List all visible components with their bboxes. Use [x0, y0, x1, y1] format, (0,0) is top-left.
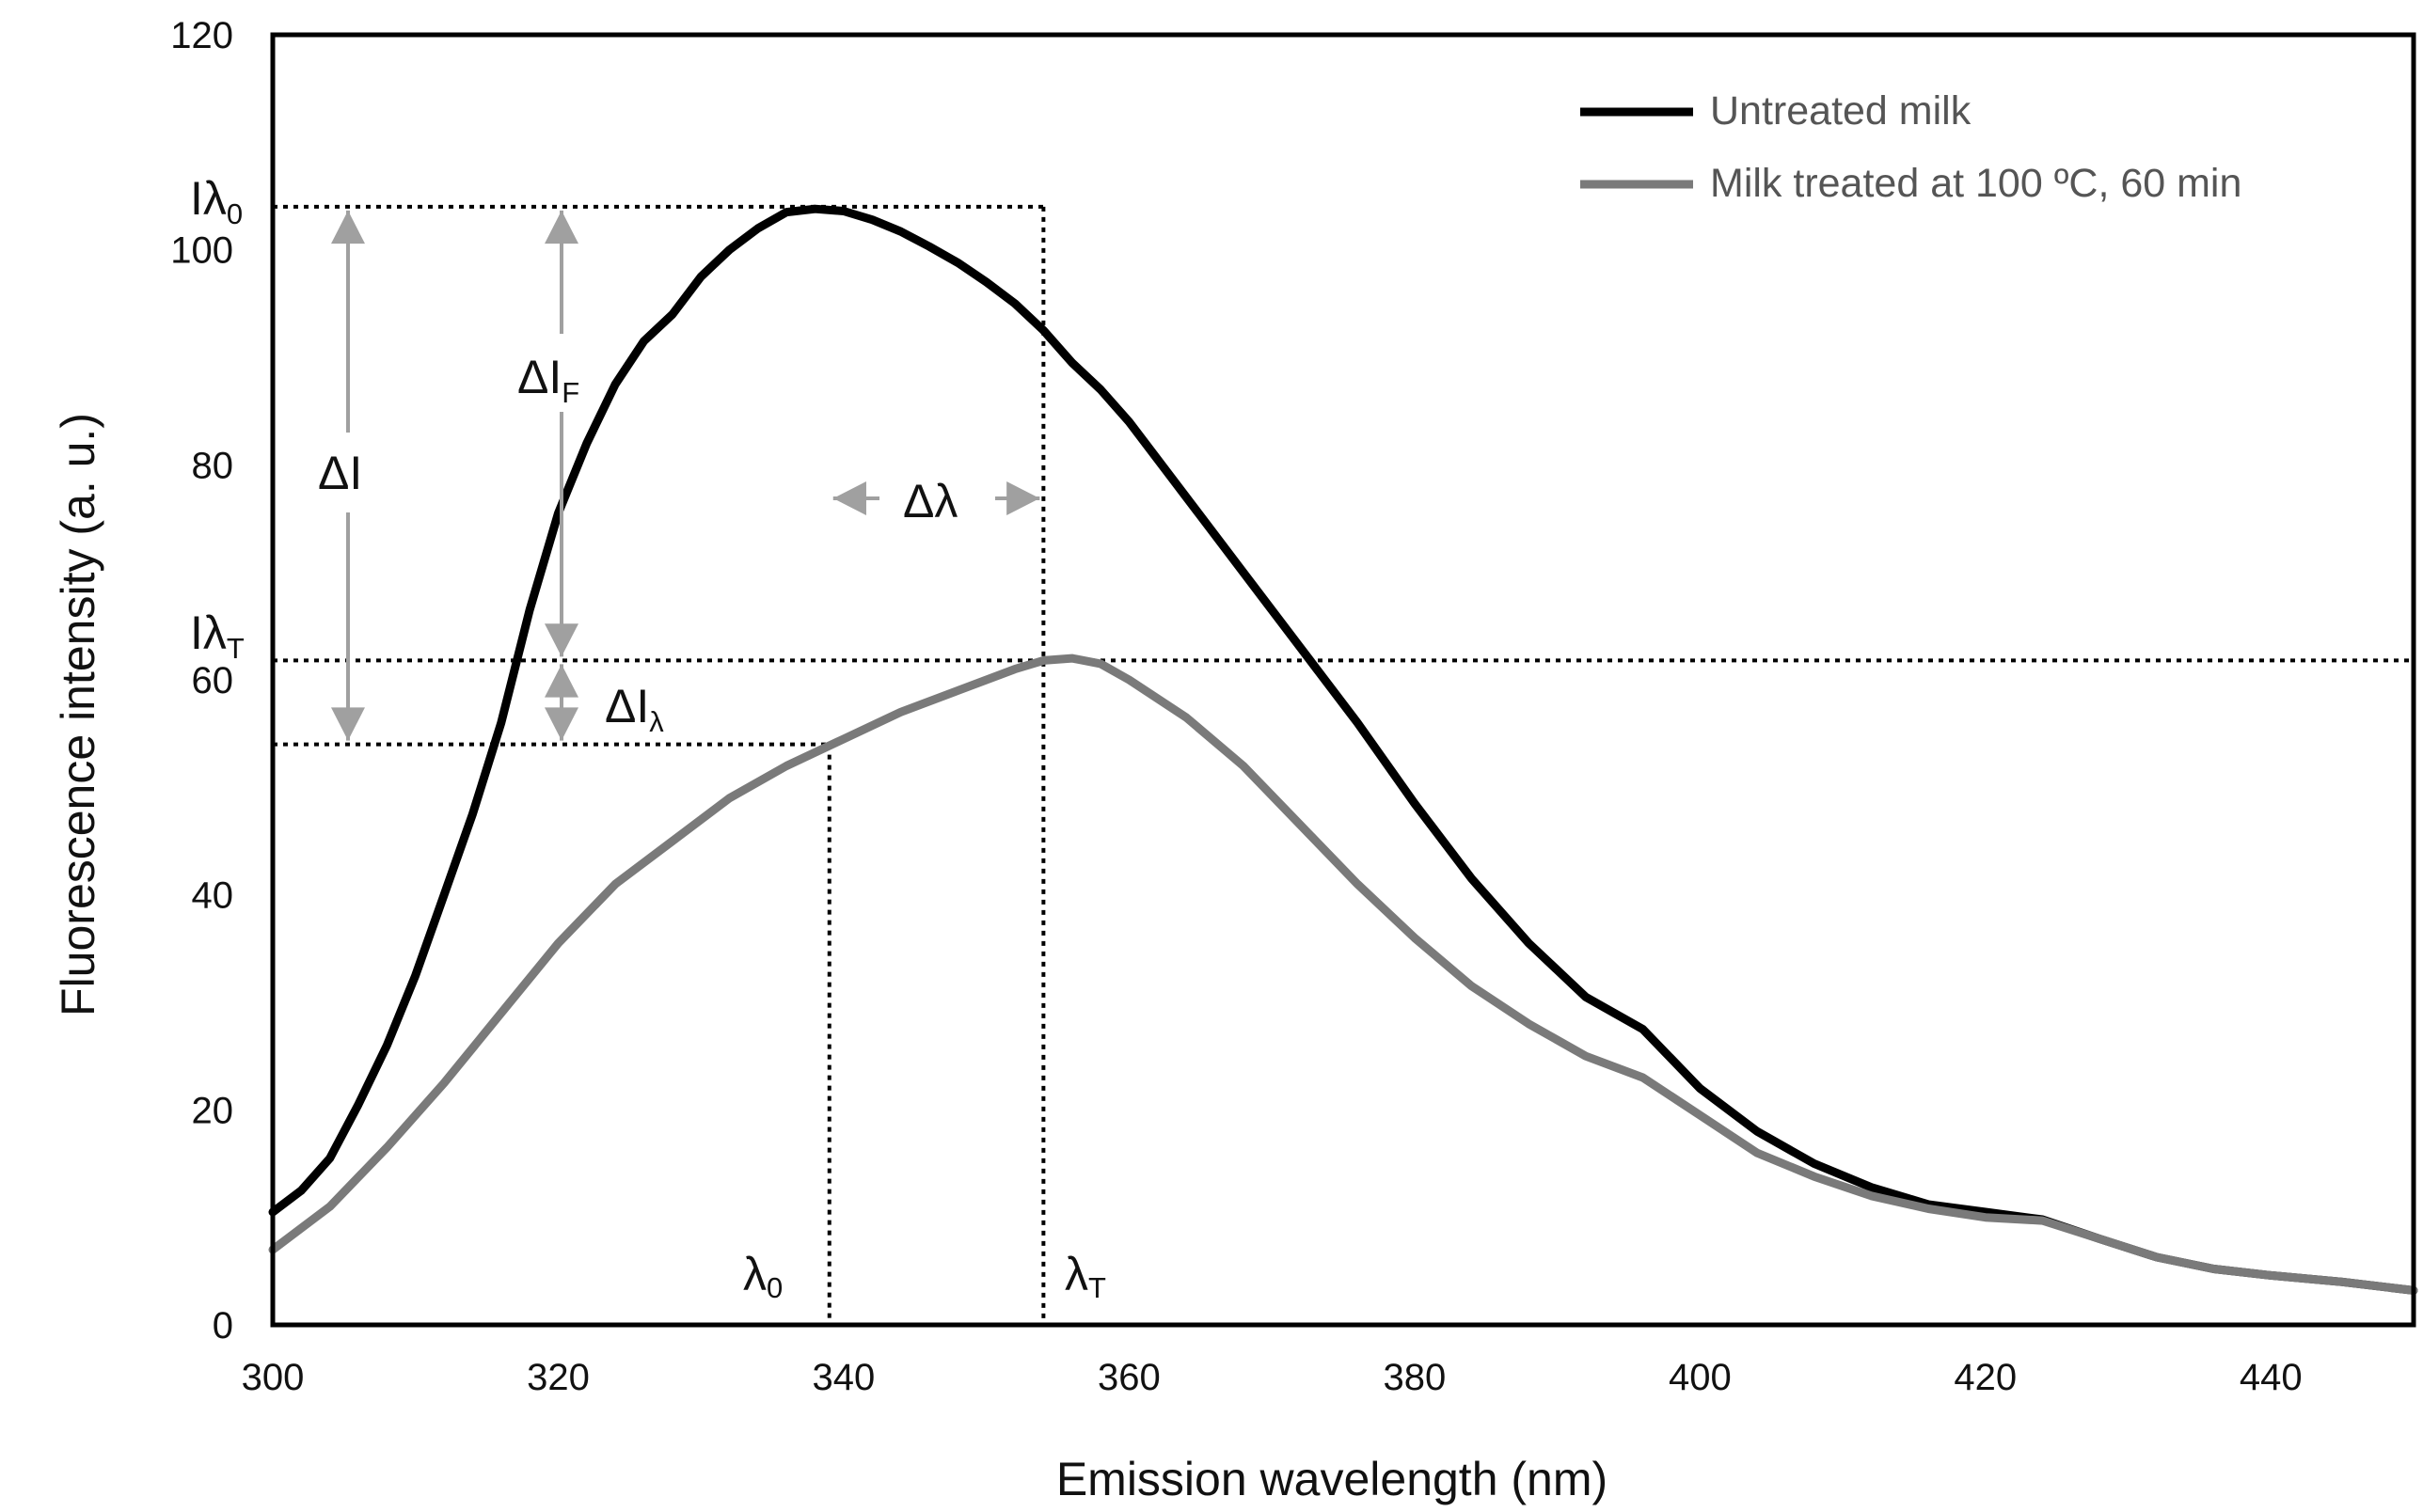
legend-label-treated-milk: Milk treated at 100 ºC, 60 min: [1710, 161, 2241, 206]
label-delta-i: ΔI: [318, 447, 362, 499]
annotation-labels: Iλ0 IλT ΔI ΔIF ΔIλ Δλ λ0 λT: [190, 172, 1106, 1304]
y-tick-label: 60: [192, 660, 234, 701]
label-delta-if: ΔIF: [517, 351, 579, 409]
x-tick-label: 300: [242, 1357, 305, 1398]
y-tick-label: 40: [192, 875, 234, 917]
arrow-delta-i: [331, 210, 365, 741]
series-line-treated-milk: [268, 654, 2418, 1295]
x-tick-label: 440: [2240, 1357, 2303, 1398]
legend-label-untreated-milk: Untreated milk: [1710, 88, 1972, 134]
x-tick-label: 380: [1383, 1357, 1446, 1398]
arrow-delta-ilambda: [545, 664, 578, 741]
label-delta-lambda: Δλ: [903, 475, 958, 528]
x-tick-label: 360: [1098, 1357, 1161, 1398]
arrow-delta-lambda: [832, 481, 1040, 515]
label-i-lambda0: Iλ0: [190, 172, 243, 230]
y-tick-label: 0: [213, 1305, 233, 1347]
label-lambdaT: λT: [1065, 1248, 1106, 1304]
guide-lines: [273, 204, 2414, 1325]
annotation-arrows: [331, 210, 1040, 741]
x-tick-label: 320: [527, 1357, 590, 1398]
label-lambda0: λ0: [743, 1248, 783, 1304]
x-tick-label: 340: [813, 1357, 876, 1398]
x-tick-label: 420: [1954, 1357, 2017, 1398]
label-i-lambdaT: IλT: [190, 606, 245, 665]
series-group: [268, 204, 2418, 1295]
y-axis-ticks: 0 20 40 60 80 100 120: [170, 15, 233, 1347]
plot-area-frame: [270, 32, 2416, 1328]
label-delta-ilambda: ΔIλ: [605, 680, 664, 738]
arrow-delta-if: [545, 210, 578, 657]
y-axis-title: Fluorescence intensity (a. u.): [52, 413, 104, 1016]
y-tick-label: 100: [170, 230, 233, 272]
series-line-untreated-milk: [268, 204, 2418, 1295]
y-tick-label: 20: [192, 1090, 234, 1131]
x-axis-title: Emission wavelength (nm): [1056, 1453, 1607, 1505]
x-tick-label: 400: [1669, 1357, 1732, 1398]
legend: Untreated milk Milk treated at 100 ºC, 6…: [1580, 88, 2241, 206]
y-tick-label: 120: [170, 15, 233, 56]
y-tick-label: 80: [192, 445, 234, 486]
x-axis-ticks: 300 320 340 360 380 400 420 440: [242, 1357, 2303, 1398]
